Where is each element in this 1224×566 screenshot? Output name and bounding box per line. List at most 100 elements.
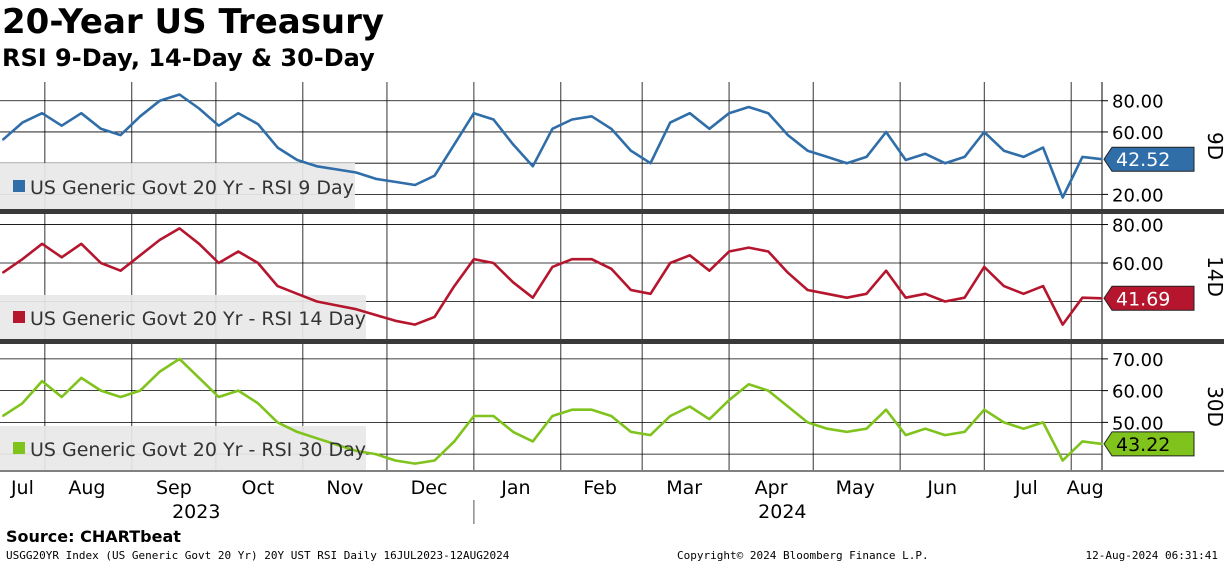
data-point — [198, 377, 200, 379]
ticker-info: USGG20YR Index (US Generic Govt 20 Yr) 2… — [6, 549, 510, 562]
data-point — [630, 289, 632, 291]
data-point — [630, 431, 632, 433]
panel-rsi30: 70.00 60.00 50.00 US Generic Govt 20 Yr - R… — [0, 343, 1224, 470]
x-tick-label: Jun — [926, 477, 957, 499]
panel-axis-tag: 9D — [1203, 132, 1224, 160]
x-year-label: 2023 — [172, 501, 220, 523]
data-point — [689, 254, 691, 257]
data-point — [1101, 297, 1103, 300]
data-point — [21, 121, 24, 124]
data-point — [100, 262, 102, 264]
x-axis: Jul Aug Sep Oct Nov Dec Jan Feb Mar Apr May Jun Jul A… — [10, 477, 1104, 524]
data-point — [198, 242, 200, 245]
data-point — [571, 118, 573, 121]
data-point — [944, 300, 946, 303]
data-point — [747, 383, 750, 386]
data-point — [492, 415, 495, 417]
data-point — [178, 358, 181, 360]
x-tick-label: Jul — [1014, 477, 1038, 499]
data-point — [963, 431, 966, 433]
data-point — [433, 459, 436, 462]
data-point — [649, 293, 652, 295]
chart-panels: 80.00 60.00 20.00 US Generic Govt 20 Yr - R… — [0, 82, 1224, 472]
data-point — [826, 156, 829, 158]
data-point — [787, 271, 789, 274]
data-point — [1022, 293, 1025, 295]
data-point — [551, 266, 554, 268]
data-point — [276, 146, 279, 149]
data-point — [473, 258, 475, 260]
legend-swatch — [13, 442, 25, 454]
data-point — [649, 162, 652, 164]
panel-separator — [0, 209, 1224, 214]
data-point — [944, 434, 946, 436]
data-point — [159, 99, 161, 102]
data-point — [865, 427, 868, 430]
data-point — [316, 300, 318, 303]
last-value-tag — [1103, 146, 1195, 172]
data-point — [865, 156, 868, 158]
data-point — [119, 134, 122, 136]
y-tick-label: 70.00 — [1112, 350, 1164, 371]
data-point — [924, 427, 927, 430]
data-point — [787, 134, 789, 136]
data-point — [1042, 421, 1044, 424]
data-point — [335, 168, 338, 171]
data-point — [1081, 156, 1084, 158]
data-point — [708, 269, 711, 272]
data-point — [1003, 421, 1005, 424]
data-point — [119, 396, 122, 398]
data-point — [747, 246, 750, 249]
data-point — [139, 115, 142, 118]
data-point — [826, 293, 829, 295]
data-point — [983, 266, 986, 268]
last-value-tag — [1103, 431, 1195, 457]
data-point — [551, 415, 554, 417]
data-point — [1061, 459, 1064, 462]
data-point — [2, 271, 4, 274]
x-tick-label: Jul — [10, 477, 34, 499]
data-point — [80, 112, 83, 115]
data-point — [2, 138, 4, 141]
data-point — [276, 285, 279, 287]
data-point — [610, 268, 613, 270]
last-value-label: 42.52 — [1116, 149, 1170, 171]
data-point — [276, 421, 279, 424]
data-point — [728, 399, 730, 401]
x-tick-label: Oct — [242, 477, 275, 499]
data-point — [21, 258, 24, 260]
data-point — [178, 93, 181, 96]
legend-label: US Generic Govt 20 Yr - RSI 14 Day — [30, 308, 366, 330]
data-point — [355, 450, 357, 452]
data-point — [394, 319, 397, 322]
data-point — [767, 389, 770, 392]
data-point — [669, 121, 671, 124]
data-point — [414, 323, 416, 326]
data-point — [1101, 158, 1103, 161]
data-point — [473, 112, 475, 115]
data-point — [590, 115, 593, 118]
data-point — [80, 377, 83, 379]
x-tick-label: Sep — [156, 477, 192, 499]
data-point — [237, 250, 240, 253]
data-point — [787, 405, 789, 408]
data-point — [767, 112, 770, 115]
data-point — [119, 269, 122, 272]
data-point — [60, 124, 63, 127]
data-point — [571, 408, 573, 411]
data-point — [708, 418, 711, 421]
data-point — [630, 149, 632, 152]
x-tick-label: Mar — [666, 477, 702, 499]
data-point — [60, 256, 63, 259]
data-point — [100, 389, 102, 392]
data-point — [531, 296, 534, 299]
data-point — [904, 159, 907, 161]
data-point — [237, 112, 240, 115]
data-point — [1042, 285, 1044, 287]
data-point — [1003, 149, 1005, 152]
data-point — [669, 415, 671, 417]
data-point — [649, 434, 652, 436]
y-tick-label: 50.00 — [1112, 413, 1164, 434]
legend-box — [0, 295, 366, 339]
data-point — [531, 440, 534, 443]
